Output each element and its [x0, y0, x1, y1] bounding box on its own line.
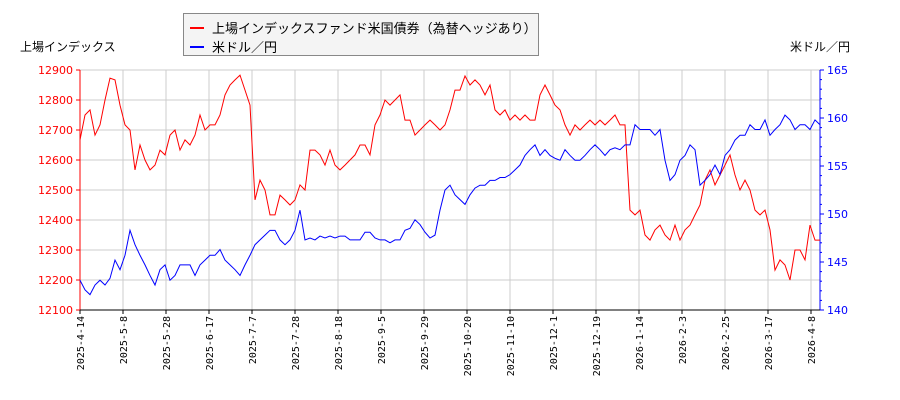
x-tick-label: 2025-5-28	[162, 316, 173, 370]
legend-item-fund: 上場インデックスファンド米国債券（為替ヘッジあり）	[190, 18, 537, 37]
x-tick-label: 2026-3-17	[764, 316, 775, 370]
x-tick-label: 2025-12-1	[549, 316, 560, 370]
legend: 上場インデックスファンド米国債券（為替ヘッジあり） 米ドル／円	[183, 13, 539, 56]
x-tick-label: 2025-9-5	[377, 316, 388, 364]
x-tick-label: 2026-2-3	[678, 316, 689, 364]
x-tick-label: 2026-4-8	[807, 316, 818, 364]
x-tick-label: 2025-5-8	[119, 316, 130, 364]
left-tick-label: 12600	[38, 154, 73, 167]
left-tick-label: 12500	[38, 184, 73, 197]
series-usdjpy	[79, 114, 821, 296]
left-tick-label: 12200	[38, 274, 73, 287]
x-tick-label: 2025-9-29	[420, 316, 431, 370]
x-tick-label: 2026-2-25	[721, 316, 732, 370]
x-tick-label: 2025-10-20	[463, 316, 474, 376]
x-tick-label: 2025-7-28	[291, 316, 302, 370]
left-tick-label: 12700	[38, 124, 73, 137]
right-tick-label: 145	[827, 256, 848, 269]
x-tick-label: 2026-1-14	[635, 316, 646, 370]
legend-label: 米ドル／円	[212, 41, 278, 56]
left-tick-label: 12300	[38, 244, 73, 257]
left-tick-label: 12100	[38, 304, 73, 317]
legend-item-usdjpy: 米ドル／円	[190, 37, 277, 56]
x-tick-label: 2025-11-10	[506, 316, 517, 376]
x-tick-label: 2025-7-7	[248, 316, 259, 364]
series-fund	[79, 74, 821, 281]
x-tick-label: 2025-8-18	[334, 316, 345, 370]
right-axis-title: 米ドル／円	[789, 40, 850, 54]
right-tick-label: 165	[827, 64, 848, 77]
right-tick-label: 150	[827, 208, 848, 221]
x-tick-label: 2025-4-14	[76, 316, 87, 370]
legend-swatch-red	[190, 26, 204, 29]
left-tick-label: 12800	[38, 94, 73, 107]
series-line	[79, 74, 820, 281]
x-tick-label: 2025-6-17	[205, 316, 216, 370]
legend-swatch-blue	[190, 45, 204, 48]
left-tick-label: 12400	[38, 214, 73, 227]
x-tick-label: 2025-12-19	[592, 316, 603, 376]
left-axis-title: 上場インデックス	[20, 40, 116, 54]
left-tick-label: 12900	[38, 64, 73, 77]
right-tick-label: 140	[827, 304, 848, 317]
legend-label: 上場インデックスファンド米国債券（為替ヘッジあり）	[212, 22, 537, 37]
right-tick-label: 160	[827, 112, 848, 125]
right-tick-label: 155	[827, 160, 848, 173]
